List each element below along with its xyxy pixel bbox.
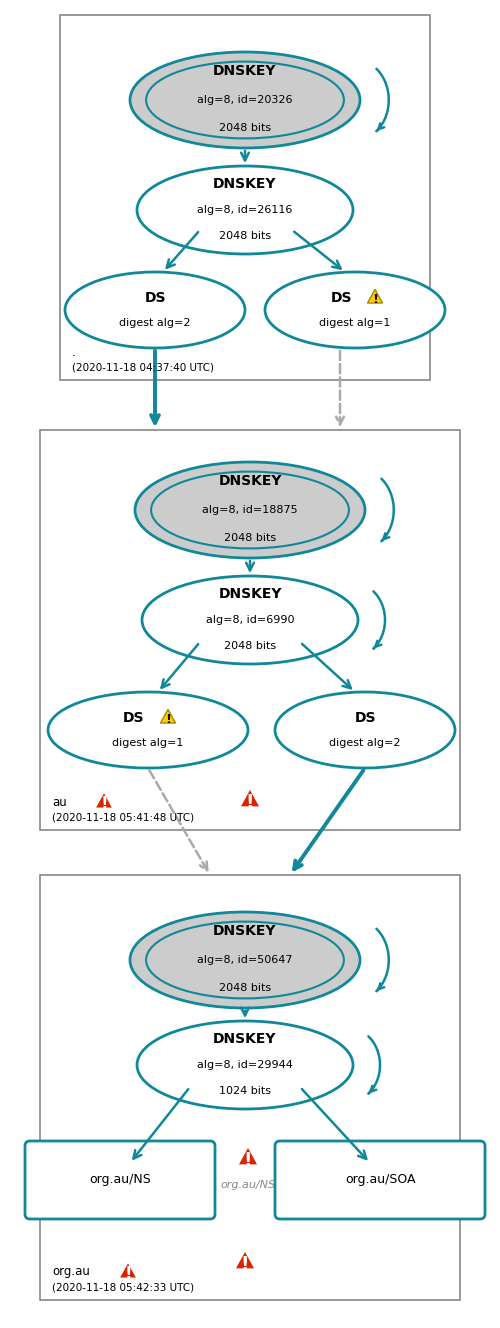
Text: alg=8, id=26116: alg=8, id=26116 — [198, 205, 292, 215]
Text: DNSKEY: DNSKEY — [213, 64, 277, 78]
Text: alg=8, id=18875: alg=8, id=18875 — [202, 505, 298, 515]
Text: DNSKEY: DNSKEY — [218, 587, 282, 600]
Text: DS: DS — [123, 710, 145, 725]
Text: DS: DS — [354, 710, 376, 725]
Text: !: ! — [246, 793, 254, 811]
Text: 1024 bits: 1024 bits — [219, 1085, 271, 1096]
Text: org.au: org.au — [52, 1266, 90, 1279]
Text: digest alg=2: digest alg=2 — [329, 738, 401, 748]
Text: digest alg=2: digest alg=2 — [120, 319, 191, 328]
Bar — [40, 430, 460, 830]
Text: (2020-11-18 04:37:40 UTC): (2020-11-18 04:37:40 UTC) — [72, 363, 214, 373]
Text: 2048 bits: 2048 bits — [219, 231, 271, 240]
Text: alg=8, id=6990: alg=8, id=6990 — [206, 615, 294, 625]
Text: DNSKEY: DNSKEY — [213, 1032, 277, 1045]
Polygon shape — [94, 791, 114, 809]
Text: (2020-11-18 05:42:33 UTC): (2020-11-18 05:42:33 UTC) — [52, 1283, 194, 1293]
Text: org.au/NS: org.au/NS — [220, 1181, 276, 1190]
Ellipse shape — [48, 692, 248, 768]
Text: (2020-11-18 05:41:48 UTC): (2020-11-18 05:41:48 UTC) — [52, 813, 194, 823]
Ellipse shape — [151, 471, 349, 548]
FancyBboxPatch shape — [275, 1141, 485, 1219]
Ellipse shape — [65, 272, 245, 348]
Polygon shape — [238, 1146, 258, 1165]
Ellipse shape — [135, 462, 365, 558]
Bar — [40, 875, 460, 1300]
Text: !: ! — [244, 1150, 252, 1170]
Polygon shape — [240, 789, 260, 807]
Text: org.au/NS: org.au/NS — [89, 1174, 151, 1186]
Ellipse shape — [146, 61, 344, 138]
Text: !: ! — [100, 795, 108, 813]
Text: 2048 bits: 2048 bits — [224, 640, 276, 651]
Text: digest alg=1: digest alg=1 — [112, 738, 184, 748]
Text: .: . — [72, 345, 76, 359]
Text: DNSKEY: DNSKEY — [213, 177, 277, 191]
FancyBboxPatch shape — [25, 1141, 215, 1219]
Text: !: ! — [124, 1264, 132, 1283]
Text: !: ! — [165, 713, 171, 726]
Ellipse shape — [265, 272, 445, 348]
Text: 2048 bits: 2048 bits — [219, 983, 271, 993]
Ellipse shape — [130, 52, 360, 147]
Text: !: ! — [241, 1255, 249, 1274]
Polygon shape — [234, 1250, 256, 1270]
Text: !: ! — [372, 293, 378, 305]
Text: alg=8, id=50647: alg=8, id=50647 — [197, 955, 293, 965]
Polygon shape — [118, 1262, 138, 1279]
Ellipse shape — [137, 1021, 353, 1109]
Ellipse shape — [130, 912, 360, 1008]
Ellipse shape — [146, 922, 344, 999]
Text: alg=8, id=20326: alg=8, id=20326 — [197, 96, 293, 105]
Text: au: au — [52, 795, 67, 809]
Text: DNSKEY: DNSKEY — [213, 924, 277, 938]
Text: DS: DS — [330, 291, 352, 305]
Bar — [60, 15, 430, 380]
Polygon shape — [160, 709, 176, 722]
Text: DS: DS — [144, 291, 166, 305]
Ellipse shape — [142, 576, 358, 664]
Polygon shape — [368, 290, 382, 303]
Text: digest alg=1: digest alg=1 — [320, 319, 390, 328]
Text: 2048 bits: 2048 bits — [224, 533, 276, 543]
Ellipse shape — [137, 166, 353, 254]
Ellipse shape — [275, 692, 455, 768]
Text: alg=8, id=29944: alg=8, id=29944 — [197, 1060, 293, 1070]
Text: org.au/SOA: org.au/SOA — [345, 1174, 415, 1186]
Text: 2048 bits: 2048 bits — [219, 122, 271, 133]
Text: DNSKEY: DNSKEY — [218, 474, 282, 489]
